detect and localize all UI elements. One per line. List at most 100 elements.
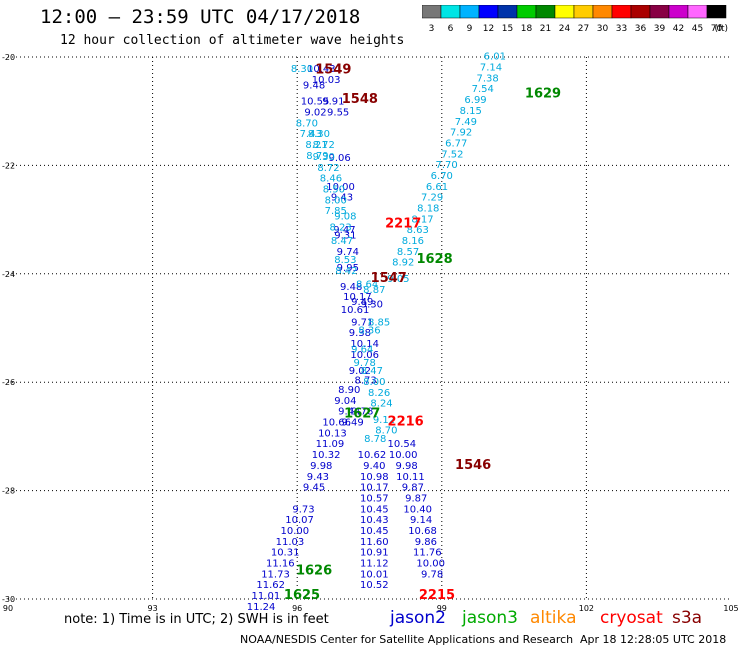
jason2-wave-height-label: 9.38 bbox=[349, 328, 371, 339]
footer-timestamp: Apr 18 12:28:05 UTC 2018 bbox=[580, 633, 727, 646]
jason3-wave-height-label: 8.47 bbox=[331, 236, 353, 247]
jason2-wave-height-label: 10.03 bbox=[312, 75, 341, 86]
jason2-wave-height-label: 9.86 bbox=[415, 537, 437, 548]
jason3-wave-height-label: 8.85 bbox=[368, 317, 390, 328]
jason2-wave-height-label: 9.91 bbox=[322, 97, 344, 108]
jason2-wave-height-label: 11.62 bbox=[256, 580, 285, 591]
chart-title: 12:00 – 23:59 UTC 04/17/2018 bbox=[40, 6, 361, 28]
track-time-label: 1547 bbox=[371, 271, 407, 286]
scale-label-33: 33 bbox=[616, 24, 627, 34]
jason2-wave-height-label: 8.90 bbox=[338, 385, 360, 396]
jason3-wave-height-label: 7.70 bbox=[435, 160, 457, 171]
jason2-wave-height-label: 10.54 bbox=[387, 439, 416, 450]
jason2-wave-height-label: 10.98 bbox=[360, 472, 389, 483]
jason2-wave-height-label: 10.40 bbox=[403, 504, 432, 515]
jason2-wave-height-label: 10.07 bbox=[285, 515, 314, 526]
chart-subtitle: 12 hour collection of altimeter wave hei… bbox=[60, 33, 405, 48]
jason2-wave-height-label: 9.44 bbox=[338, 407, 360, 418]
track-time-label: 1627 bbox=[344, 406, 380, 421]
jason2-wave-height-label: 11.16 bbox=[266, 558, 295, 569]
jason2-wave-height-label: 9.95 bbox=[337, 263, 359, 274]
scale-label-9: 9 bbox=[467, 24, 473, 34]
jason3-wave-height-label: 8.64 bbox=[356, 279, 378, 290]
jason2-wave-height-label: 11.03 bbox=[276, 537, 305, 548]
scale-label-12: 12 bbox=[483, 24, 494, 34]
jason2-wave-height-label: 10.06 bbox=[350, 350, 379, 361]
jason2-wave-height-label: 10.32 bbox=[312, 450, 341, 461]
scale-label-21: 21 bbox=[540, 24, 551, 34]
jason2-wave-height-label: 10.43 bbox=[360, 515, 389, 526]
scale-label-42: 42 bbox=[673, 24, 684, 34]
jason2-wave-height-label: 9.98 bbox=[310, 461, 332, 472]
jason3-wave-height-label: 6.77 bbox=[445, 138, 467, 149]
jason3-wave-height-label: 7.52 bbox=[441, 149, 463, 160]
jason3-wave-height-label: 9.12 bbox=[373, 415, 395, 426]
jason2-wave-height-label: 11.01 bbox=[252, 591, 281, 602]
jason2-wave-height-label: 9.47 bbox=[333, 225, 355, 236]
jason3-wave-height-label: 8.21 bbox=[305, 140, 327, 151]
jason3-wave-height-label: 8.16 bbox=[402, 236, 424, 247]
jason2-wave-height-label: 9.02 bbox=[304, 108, 326, 119]
jason2-wave-height-label: 9.43 bbox=[331, 193, 353, 204]
jason3-wave-height-label: 8.87 bbox=[363, 285, 385, 296]
track-time-label: 1549 bbox=[315, 62, 351, 77]
jason2-wave-height-label: 10.17 bbox=[360, 483, 389, 494]
jason2-wave-height-label: 9.43 bbox=[307, 472, 329, 483]
x-tick-label: 90 bbox=[3, 604, 13, 613]
track-time-label: 1626 bbox=[296, 564, 332, 579]
jason2-wave-height-label: 10.00 bbox=[389, 450, 418, 461]
scale-label-15: 15 bbox=[502, 24, 513, 34]
jason3-wave-height-label: 9.30 bbox=[313, 152, 335, 163]
x-tick-label: 96 bbox=[292, 604, 302, 613]
jason3-wave-height-label: 8.18 bbox=[417, 203, 439, 214]
jason3-wave-height-label: 8.46 bbox=[320, 174, 342, 185]
jason3-wave-height-label: 8.70 bbox=[296, 118, 318, 129]
jason3-wave-height-label: 9.78 bbox=[354, 358, 376, 369]
jason2-wave-height-label: 9.48 bbox=[303, 80, 325, 91]
jason2-wave-height-label: 10.13 bbox=[318, 428, 347, 439]
jason2-wave-height-label: 10.91 bbox=[360, 548, 389, 559]
scale-label-27: 27 bbox=[578, 24, 589, 34]
jason2-wave-height-label: 10.52 bbox=[360, 580, 389, 591]
jason2-wave-height-label: 9.02 bbox=[349, 366, 371, 377]
track-time-label: 1548 bbox=[342, 92, 378, 107]
jason3-wave-height-label: 9.64 bbox=[351, 344, 373, 355]
scale-label-39: 39 bbox=[654, 24, 666, 34]
scale-label-18: 18 bbox=[521, 24, 533, 34]
jason2-wave-height-label: 8.73 bbox=[355, 375, 377, 386]
y-tick-label: -22 bbox=[2, 161, 15, 170]
jason2-wave-height-label: 10.45 bbox=[360, 504, 389, 515]
jason3-wave-height-label: 8.72 bbox=[313, 140, 335, 151]
track-time-label: 1625 bbox=[284, 588, 320, 603]
jason3-wave-height-label: 8.63 bbox=[407, 225, 429, 236]
jason2-wave-height-label: 11.12 bbox=[360, 558, 389, 569]
jason3-wave-height-label: 8.15 bbox=[460, 106, 482, 117]
wave-height-color-scale: 3 6 9 12 15 18 21 24 27 30 33 36 39 42 45 70(ft) bbox=[422, 5, 728, 34]
jason2-wave-height-label: 10.00 bbox=[326, 182, 355, 193]
jason2-wave-height-label: 9.73 bbox=[292, 504, 314, 515]
jason2-wave-height-label: 9.06 bbox=[328, 153, 350, 164]
jason2-wave-height-label: 9.78 bbox=[351, 407, 373, 418]
jason2-wave-height-label: 10.57 bbox=[360, 493, 389, 504]
jason3-wave-height-label: 9.05 bbox=[387, 274, 409, 285]
jason3-wave-height-label: 8.36 bbox=[358, 325, 380, 336]
jason2-wave-height-label: 10.66 bbox=[322, 418, 351, 429]
jason2-wave-height-label: 9.49 bbox=[341, 418, 363, 429]
jason3-wave-height-label: 8.79 bbox=[306, 151, 328, 162]
scale-label-3: 3 bbox=[429, 24, 435, 34]
x-tick-label: 105 bbox=[723, 604, 738, 613]
track-time-label: 1628 bbox=[416, 252, 452, 267]
track-time-label: 2216 bbox=[388, 415, 424, 430]
jason2-wave-height-label: 10.62 bbox=[358, 450, 387, 461]
jason2-wave-height-label: 10.11 bbox=[396, 472, 425, 483]
jason2-wave-height-label: 10.17 bbox=[343, 292, 372, 303]
jason2-wave-height-label: 9.48 bbox=[340, 282, 362, 293]
jason2-wave-height-label: 10.01 bbox=[360, 569, 389, 580]
jason2-wave-height-label: 9.98 bbox=[395, 461, 417, 472]
jason2-wave-height-label: 9.30 bbox=[361, 299, 383, 310]
jason3-wave-height-label: 7.38 bbox=[476, 73, 498, 84]
scale-label-45: 45 bbox=[692, 24, 703, 34]
jason3-wave-height-label: 8.92 bbox=[392, 258, 414, 269]
jason2-wave-height-label: 9.31 bbox=[334, 231, 356, 242]
